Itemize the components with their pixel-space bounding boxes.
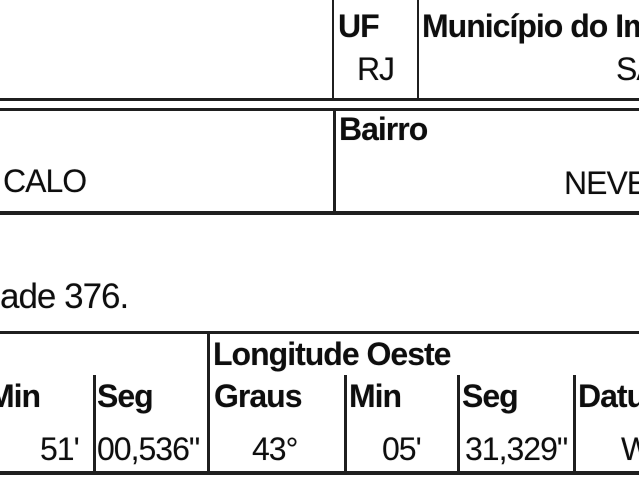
longitude-section-divider — [207, 331, 210, 475]
datum-value: W — [621, 431, 639, 467]
coords-table-bottom-border — [0, 471, 639, 475]
longitude-oeste-header: Longitude Oeste — [213, 336, 451, 372]
datum-header: Datum — [578, 378, 639, 414]
uf-label: UF — [338, 8, 380, 44]
bairro-label: Bairro — [339, 111, 428, 147]
lon-min-seg-divider — [457, 375, 460, 475]
lon-seg-header: Seg — [462, 378, 519, 414]
lon-seg-datum-divider — [573, 375, 576, 475]
lat-seg-value: 00,536" — [97, 431, 200, 467]
left-field-value: CALO — [3, 163, 87, 199]
row2-divider — [333, 108, 336, 215]
lon-min-header: Min — [349, 378, 402, 414]
uf-value: RJ — [356, 51, 395, 87]
lon-graus-value: 43° — [252, 431, 298, 467]
municipio-label: Município do Imóvel — [422, 8, 639, 44]
body-text: ade 376. — [0, 277, 129, 316]
row1-divider-right — [417, 0, 419, 99]
row1-bottom-border — [0, 98, 639, 101]
lat-min-seg-divider — [93, 375, 96, 475]
lon-graus-header: Graus — [214, 378, 302, 414]
coords-table-top-border — [0, 331, 639, 334]
lon-seg-value: 31,329" — [465, 431, 568, 467]
lat-min-value: 51' — [40, 431, 80, 467]
municipio-value: SA — [616, 51, 639, 87]
lat-seg-header: Seg — [97, 378, 154, 414]
lat-min-header: Min — [0, 378, 41, 414]
bairro-value: NEVE — [564, 165, 639, 201]
row2-top-border — [0, 108, 639, 111]
row2-bottom-border — [0, 211, 639, 215]
lon-graus-min-divider — [344, 375, 347, 475]
row1-divider-left — [332, 0, 334, 99]
lon-min-value: 05' — [382, 431, 422, 467]
